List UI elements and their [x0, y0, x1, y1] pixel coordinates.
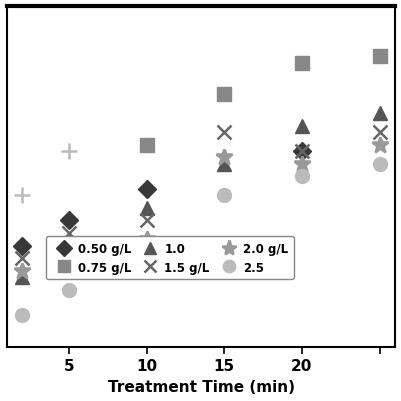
X-axis label: Treatment Time (min): Treatment Time (min) — [107, 379, 294, 394]
Legend: 0.50 g/L, 0.75 g/L, 1.0, 1.5 g/L, 2.0 g/L, 2.5: 0.50 g/L, 0.75 g/L, 1.0, 1.5 g/L, 2.0 g/… — [46, 236, 293, 280]
